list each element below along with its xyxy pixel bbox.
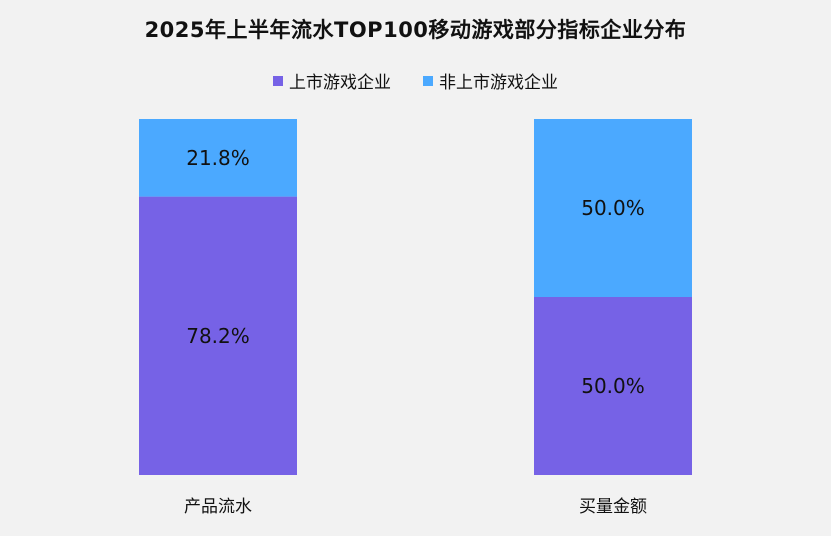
data-label-listed-2: 50.0%	[581, 374, 645, 398]
bar-unlisted-2	[534, 119, 692, 297]
legend-swatch-unlisted	[423, 75, 433, 86]
legend-item-unlisted: 非上市游戏企业	[423, 68, 558, 93]
legend-label-listed: 上市游戏企业	[289, 73, 391, 93]
bar-listed-1	[139, 196, 297, 475]
x-tick-label-1: 产品流水	[184, 497, 252, 517]
bar-unlisted-1	[139, 119, 297, 197]
legend: 上市游戏企业 非上市游戏企业	[0, 68, 831, 93]
data-label-unlisted-1: 21.8%	[186, 146, 250, 170]
legend-item-listed: 上市游戏企业	[273, 68, 391, 93]
bar-listed-2	[534, 297, 692, 475]
chart-title: 2025年上半年流水TOP100移动游戏部分指标企业分布	[144, 18, 687, 42]
x-tick-label-2: 买量金额	[579, 497, 647, 517]
legend-label-unlisted: 非上市游戏企业	[439, 73, 558, 93]
legend-swatch-listed	[273, 75, 283, 86]
data-label-unlisted-2: 50.0%	[581, 196, 645, 220]
data-label-listed-1: 78.2%	[186, 324, 250, 348]
